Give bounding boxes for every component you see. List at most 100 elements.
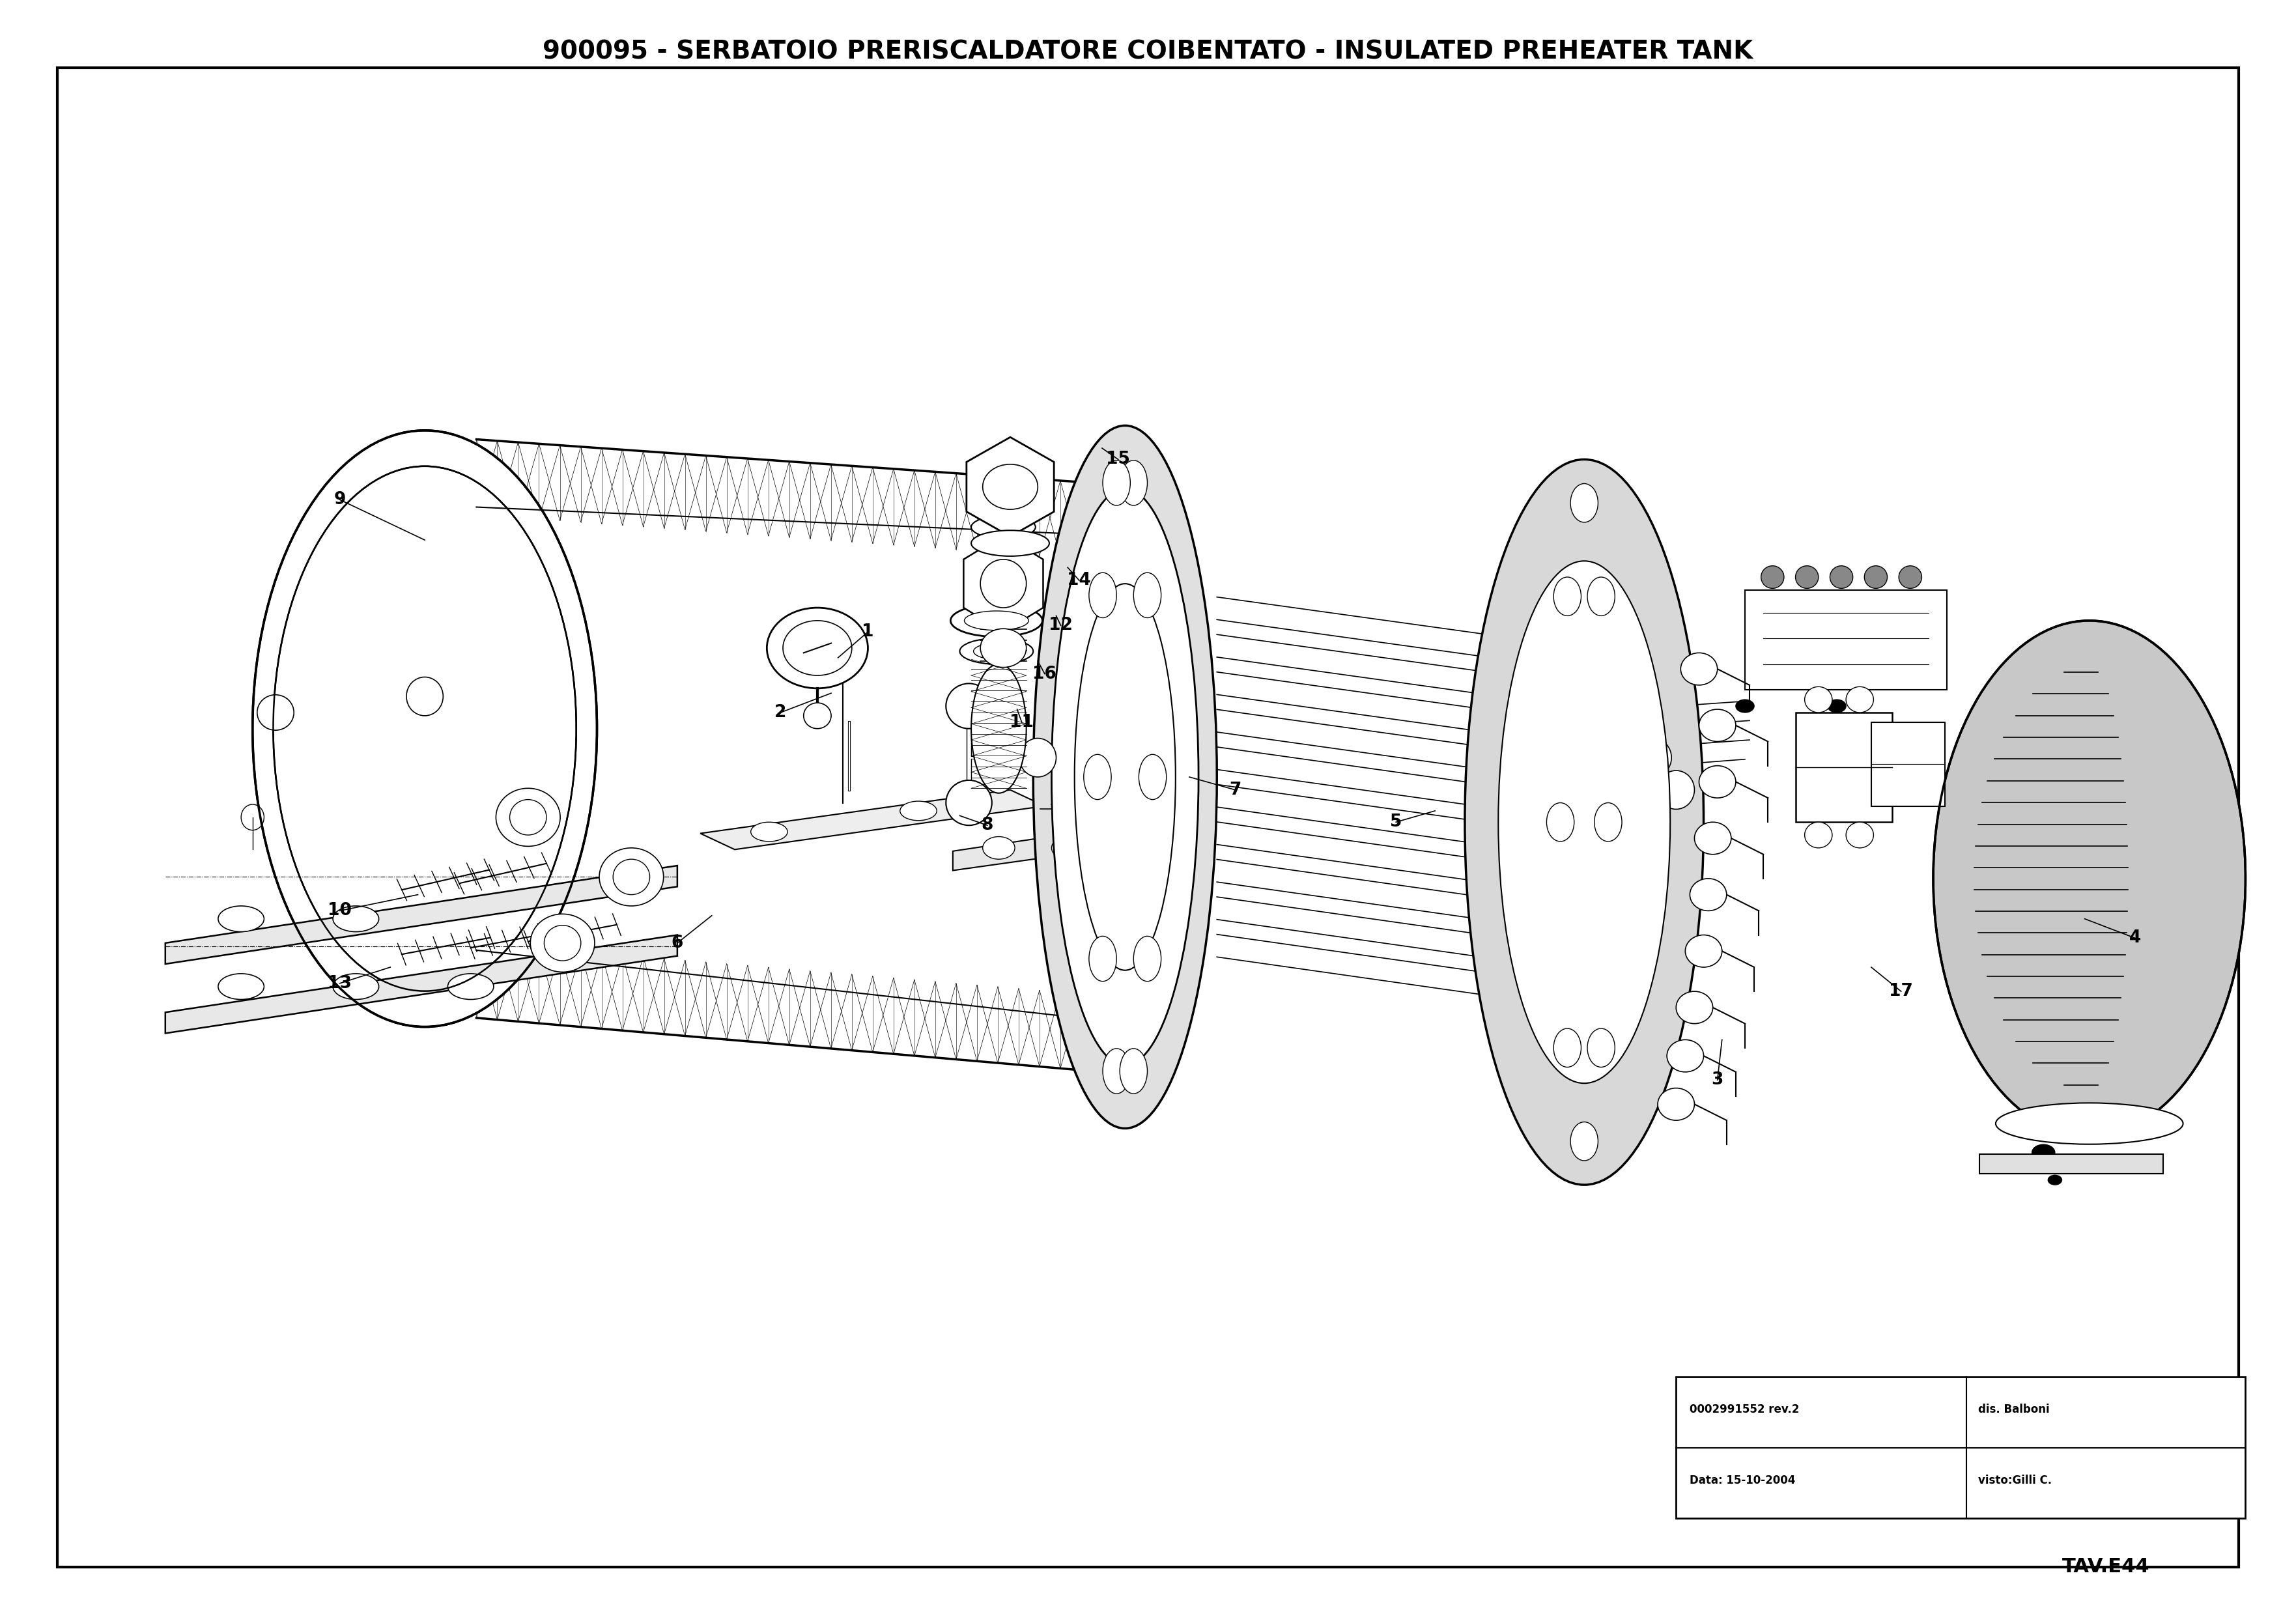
Ellipse shape xyxy=(1465,459,1704,1185)
Ellipse shape xyxy=(1554,1028,1582,1067)
Text: 900095 - SERBATOIO PRERISCALDATORE COIBENTATO - INSULATED PREHEATER TANK: 900095 - SERBATOIO PRERISCALDATORE COIBE… xyxy=(542,39,1754,64)
Ellipse shape xyxy=(1499,561,1669,1083)
Text: 12: 12 xyxy=(1049,617,1072,634)
Ellipse shape xyxy=(1690,879,1727,911)
Ellipse shape xyxy=(1635,738,1671,777)
Text: 9: 9 xyxy=(333,492,347,508)
Ellipse shape xyxy=(1075,584,1176,970)
Ellipse shape xyxy=(900,801,937,821)
Polygon shape xyxy=(967,437,1054,537)
Ellipse shape xyxy=(983,464,1038,509)
Ellipse shape xyxy=(613,859,650,895)
Ellipse shape xyxy=(1134,937,1162,982)
Text: 4: 4 xyxy=(2128,930,2142,946)
Ellipse shape xyxy=(253,430,597,1027)
Ellipse shape xyxy=(1685,935,1722,967)
Ellipse shape xyxy=(1830,566,1853,588)
Ellipse shape xyxy=(1052,488,1199,1066)
Polygon shape xyxy=(478,440,1102,1072)
Ellipse shape xyxy=(1033,426,1217,1128)
Text: Data: 15-10-2004: Data: 15-10-2004 xyxy=(1690,1475,1795,1486)
Ellipse shape xyxy=(333,906,379,932)
Text: 7: 7 xyxy=(1228,782,1242,798)
Text: 2: 2 xyxy=(774,704,788,721)
Bar xyxy=(1676,1377,2245,1519)
Ellipse shape xyxy=(1570,484,1598,522)
Ellipse shape xyxy=(1667,1040,1704,1072)
Ellipse shape xyxy=(1088,937,1116,982)
Ellipse shape xyxy=(1120,1048,1148,1093)
Polygon shape xyxy=(953,825,1125,870)
Text: 14: 14 xyxy=(1068,572,1091,588)
Text: visto:Gilli C.: visto:Gilli C. xyxy=(1977,1475,2053,1486)
Ellipse shape xyxy=(1587,577,1614,616)
Ellipse shape xyxy=(1570,1122,1598,1161)
Ellipse shape xyxy=(1933,621,2245,1136)
Ellipse shape xyxy=(1795,566,1818,588)
Text: 15: 15 xyxy=(1107,451,1130,467)
Ellipse shape xyxy=(1699,709,1736,742)
Ellipse shape xyxy=(1699,766,1736,798)
Polygon shape xyxy=(165,935,677,1033)
Ellipse shape xyxy=(1139,754,1166,800)
Ellipse shape xyxy=(1052,837,1084,859)
Text: 16: 16 xyxy=(1033,666,1056,682)
Polygon shape xyxy=(700,790,1045,850)
Ellipse shape xyxy=(1134,572,1162,617)
Ellipse shape xyxy=(1587,1028,1614,1067)
Ellipse shape xyxy=(530,914,595,972)
Ellipse shape xyxy=(1995,1103,2183,1145)
Ellipse shape xyxy=(946,683,992,729)
Ellipse shape xyxy=(544,925,581,961)
Ellipse shape xyxy=(218,906,264,932)
Ellipse shape xyxy=(946,780,992,825)
Ellipse shape xyxy=(1828,700,1846,713)
Ellipse shape xyxy=(1805,687,1832,713)
Ellipse shape xyxy=(751,822,788,841)
Text: 8: 8 xyxy=(980,817,994,833)
Text: 5: 5 xyxy=(1389,814,1403,830)
Ellipse shape xyxy=(1676,991,1713,1024)
Text: 13: 13 xyxy=(328,975,351,991)
Ellipse shape xyxy=(804,703,831,729)
Ellipse shape xyxy=(971,664,1026,793)
Text: 6: 6 xyxy=(670,935,684,951)
Ellipse shape xyxy=(974,643,1019,659)
Ellipse shape xyxy=(1846,822,1874,848)
Ellipse shape xyxy=(1736,700,1754,713)
Ellipse shape xyxy=(257,695,294,730)
Ellipse shape xyxy=(1102,461,1130,506)
Text: 10: 10 xyxy=(328,903,351,919)
Ellipse shape xyxy=(1846,687,1874,713)
Ellipse shape xyxy=(1093,759,1111,779)
Ellipse shape xyxy=(960,638,1033,664)
Bar xyxy=(1871,722,1945,806)
Ellipse shape xyxy=(767,608,868,688)
Ellipse shape xyxy=(783,621,852,675)
Ellipse shape xyxy=(1102,1048,1130,1093)
Ellipse shape xyxy=(1899,566,1922,588)
Ellipse shape xyxy=(1658,1088,1694,1120)
Ellipse shape xyxy=(1093,769,1125,801)
Ellipse shape xyxy=(1084,754,1111,800)
Ellipse shape xyxy=(448,974,494,999)
Text: 11: 11 xyxy=(1010,714,1033,730)
Polygon shape xyxy=(165,866,677,964)
Ellipse shape xyxy=(1548,803,1575,841)
Text: TAV.E44: TAV.E44 xyxy=(2062,1557,2149,1577)
Ellipse shape xyxy=(980,559,1026,608)
Ellipse shape xyxy=(1864,566,1887,588)
Ellipse shape xyxy=(983,837,1015,859)
Polygon shape xyxy=(478,521,1102,990)
Bar xyxy=(1795,713,1892,822)
Polygon shape xyxy=(964,535,1042,632)
Text: 1: 1 xyxy=(861,624,875,640)
Ellipse shape xyxy=(980,629,1026,667)
Text: dis. Balboni: dis. Balboni xyxy=(1977,1404,2050,1415)
Ellipse shape xyxy=(1019,738,1056,777)
Ellipse shape xyxy=(333,974,379,999)
Ellipse shape xyxy=(951,604,1042,637)
Ellipse shape xyxy=(971,516,1035,538)
Ellipse shape xyxy=(1554,577,1582,616)
Ellipse shape xyxy=(1120,461,1148,506)
